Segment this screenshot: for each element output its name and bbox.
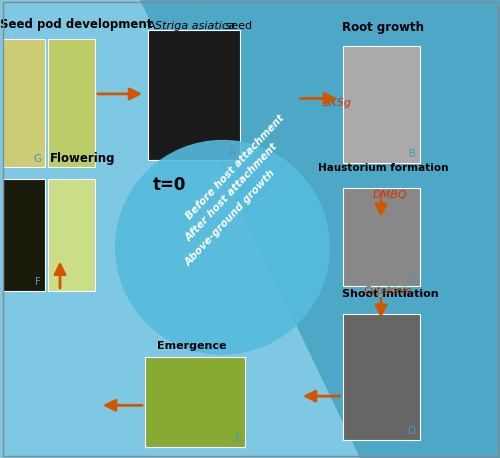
Text: Before host attachment: Before host attachment — [184, 112, 286, 221]
FancyBboxPatch shape — [342, 46, 420, 163]
Text: Root growth: Root growth — [342, 21, 424, 33]
Text: seed: seed — [222, 21, 252, 31]
FancyBboxPatch shape — [48, 39, 95, 167]
Text: D: D — [408, 426, 416, 436]
Text: A: A — [148, 21, 158, 31]
Text: Shoot initiation: Shoot initiation — [342, 289, 439, 299]
Text: B: B — [409, 149, 416, 159]
Text: Flowering: Flowering — [50, 152, 116, 165]
FancyBboxPatch shape — [148, 30, 240, 160]
Text: Haustorium formation: Haustorium formation — [318, 163, 448, 173]
Text: Seed pod development: Seed pod development — [0, 18, 152, 31]
Text: t=0: t=0 — [152, 176, 186, 195]
FancyBboxPatch shape — [145, 357, 245, 447]
Text: E: E — [234, 433, 241, 443]
Text: A: A — [229, 147, 236, 157]
FancyBboxPatch shape — [48, 179, 95, 291]
Text: Above-ground growth: Above-ground growth — [184, 168, 278, 268]
Text: G: G — [33, 153, 41, 164]
FancyBboxPatch shape — [342, 314, 420, 440]
FancyBboxPatch shape — [342, 188, 420, 286]
Text: C: C — [408, 273, 416, 283]
Text: Emergence: Emergence — [158, 341, 227, 351]
Text: Striga asiatica: Striga asiatica — [155, 21, 235, 31]
Ellipse shape — [115, 140, 330, 355]
Text: SXSg: SXSg — [322, 98, 352, 108]
Polygon shape — [140, 0, 500, 458]
Text: F: F — [35, 277, 41, 287]
Text: Cytokinin: Cytokinin — [364, 286, 413, 296]
Text: After host attachment: After host attachment — [184, 142, 280, 244]
FancyBboxPatch shape — [2, 39, 45, 167]
FancyBboxPatch shape — [2, 179, 45, 291]
Text: DMBQ: DMBQ — [372, 190, 407, 200]
